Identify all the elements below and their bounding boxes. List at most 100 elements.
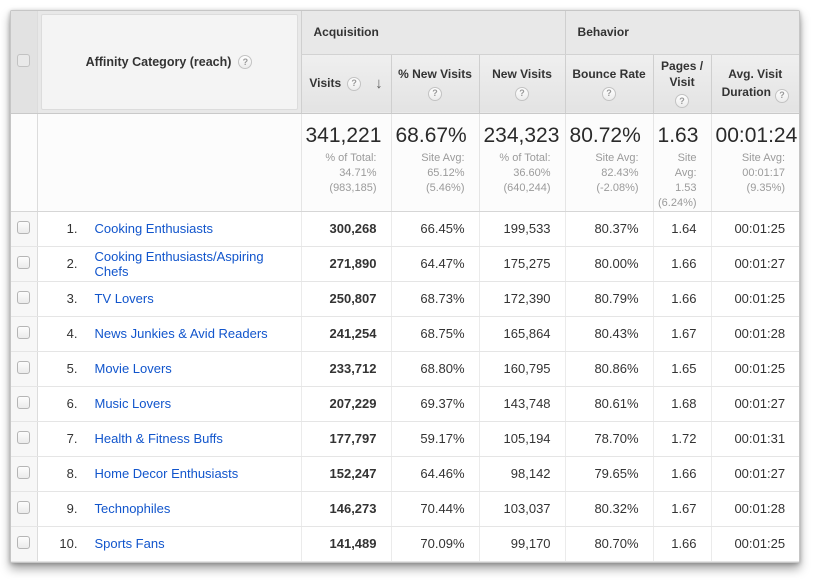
summary-pct-new-visits-subtext: Site Avg: 65.12% (5.46%) (421, 152, 465, 194)
visits-cell: 141,489 (300, 526, 391, 562)
row-rank: 3. (66, 291, 78, 307)
table-row: 4. News Junkies & Avid Readers 241,254 6… (11, 316, 800, 352)
row-checkbox[interactable] (17, 465, 31, 479)
affinity-report-table: Affinity Category (reach) ? Acquisition … (11, 11, 800, 562)
category-link[interactable]: Health & Fitness Buffs (94, 431, 223, 447)
bounce-rate-cell: 79.65% (564, 456, 654, 492)
summary-visits-subtext: % of Total: 34.71% (983,185) (325, 152, 377, 194)
category-cell: 4. News Junkies & Avid Readers (37, 316, 301, 352)
sort-desc-icon[interactable]: ↓ (375, 75, 383, 93)
category-cell: 9. Technophiles (37, 491, 301, 527)
group-header-row: Affinity Category (reach) ? Acquisition … (11, 11, 800, 114)
category-cell: 1. Cooking Enthusiasts (37, 211, 301, 247)
row-rank: 7. (66, 431, 78, 447)
category-link[interactable]: News Junkies & Avid Readers (94, 326, 268, 342)
category-link[interactable]: Music Lovers (94, 396, 172, 412)
visits-cell: 207,229 (300, 386, 391, 422)
row-rank: 9. (66, 501, 78, 517)
acquisition-label: Acquisition (313, 25, 379, 40)
category-link[interactable]: TV Lovers (94, 291, 154, 307)
table-row: 1. Cooking Enthusiasts 300,268 66.45% 19… (11, 211, 800, 247)
summary-bounce-rate-value: 80.72% (569, 124, 641, 147)
row-checkbox[interactable] (17, 255, 31, 269)
category-cell: 2. Cooking Enthusiasts/Aspiring Chefs (37, 246, 301, 282)
column-header-pct-new-visits[interactable]: % New Visits ? (390, 54, 479, 115)
category-column-header[interactable]: Affinity Category (reach) ? (37, 11, 301, 114)
pages-visit-cell: 1.66 (652, 456, 712, 492)
visits-cell: 146,273 (300, 491, 391, 527)
group-header-behavior: Behavior (564, 11, 800, 55)
summary-bounce-rate: 80.72% Site Avg: 82.43% (-2.08%) (564, 113, 654, 212)
avg-duration-cell: 00:01:27 (710, 246, 800, 282)
select-all-checkbox[interactable] (17, 54, 31, 67)
avg-duration-cell: 00:01:25 (710, 351, 800, 387)
pct-new-visits-cell: 64.47% (390, 246, 479, 282)
summary-pct-new-visits: 68.67% Site Avg: 65.12% (5.46%) (390, 113, 479, 212)
pct-new-visits-cell: 69.37% (390, 386, 479, 422)
row-checkbox[interactable] (17, 220, 31, 234)
help-icon[interactable]: ? (602, 86, 617, 101)
visits-cell: 250,807 (300, 281, 391, 317)
category-link[interactable]: Cooking Enthusiasts/Aspiring Chefs (94, 248, 264, 279)
column-header-new-visits[interactable]: New Visits ? (478, 54, 566, 115)
help-icon[interactable]: ? (428, 86, 442, 101)
avg-duration-cell: 00:01:28 (710, 491, 800, 527)
behavior-label: Behavior (577, 25, 629, 40)
pct-new-visits-header-label: % New Visits (398, 67, 472, 82)
column-header-avg-duration[interactable]: Avg. Visit Duration? (710, 54, 800, 115)
visits-cell: 177,797 (300, 421, 391, 457)
help-icon[interactable]: ? (515, 86, 530, 101)
summary-new-visits: 234,323 % of Total: 36.60% (640,244) (478, 113, 566, 212)
row-checkbox[interactable] (17, 535, 31, 549)
pages-visit-cell: 1.72 (652, 421, 712, 457)
category-cell: 8. Home Decor Enthusiasts (37, 456, 301, 492)
visits-cell: 271,890 (300, 246, 391, 282)
visits-header-label: Visits (309, 76, 342, 91)
summary-pages-visit: 1.63 Site Avg: 1.53 (6.24%) (652, 113, 712, 212)
category-link[interactable]: Movie Lovers (94, 361, 172, 377)
table-row: 9. Technophiles 146,273 70.44% 103,037 8… (11, 491, 800, 527)
pct-new-visits-cell: 68.80% (390, 351, 479, 387)
row-checkbox-cell (11, 281, 38, 317)
help-icon[interactable]: ? (347, 76, 362, 91)
avg-duration-cell: 00:01:28 (710, 316, 800, 352)
column-header-pages-visit[interactable]: Pages / Visit ? (652, 54, 712, 115)
row-checkbox[interactable] (17, 325, 31, 339)
column-header-bounce-rate[interactable]: Bounce Rate ? (564, 54, 654, 115)
row-checkbox[interactable] (17, 430, 31, 444)
row-checkbox[interactable] (17, 360, 31, 374)
table-row: 8. Home Decor Enthusiasts 152,247 64.46%… (11, 456, 800, 492)
visits-cell: 300,268 (300, 211, 391, 247)
row-checkbox[interactable] (17, 500, 31, 514)
new-visits-cell: 172,390 (478, 281, 566, 317)
pct-new-visits-cell: 70.09% (390, 526, 479, 562)
row-checkbox[interactable] (17, 290, 31, 304)
category-link[interactable]: Home Decor Enthusiasts (94, 466, 239, 482)
category-column-label: Affinity Category (reach) (85, 55, 232, 69)
row-checkbox[interactable] (17, 395, 31, 409)
category-cell: 7. Health & Fitness Buffs (37, 421, 301, 457)
category-link[interactable]: Technophiles (94, 501, 171, 517)
row-rank: 1. (66, 221, 78, 237)
pages-visit-cell: 1.66 (652, 526, 712, 562)
row-rank: 8. (66, 466, 78, 482)
row-checkbox-cell (11, 421, 38, 457)
new-visits-cell: 99,170 (478, 526, 566, 562)
row-checkbox-cell (11, 316, 38, 352)
summary-avg-duration-value: 00:01:24 (715, 124, 798, 147)
category-cell: 6. Music Lovers (37, 386, 301, 422)
help-icon[interactable]: ? (675, 94, 690, 109)
visits-cell: 241,254 (300, 316, 391, 352)
bounce-rate-cell: 80.37% (564, 211, 654, 247)
pages-visit-cell: 1.66 (652, 246, 712, 282)
row-rank: 6. (66, 396, 78, 412)
new-visits-cell: 199,533 (478, 211, 566, 247)
help-icon[interactable]: ? (238, 55, 253, 69)
category-link[interactable]: Sports Fans (94, 536, 165, 552)
pages-visit-cell: 1.65 (652, 351, 712, 387)
category-link[interactable]: Cooking Enthusiasts (94, 221, 214, 237)
help-icon[interactable]: ? (774, 88, 789, 103)
table-row: 10. Sports Fans 141,489 70.09% 99,170 80… (11, 526, 800, 562)
summary-bounce-rate-subtext: Site Avg: 82.43% (-2.08%) (595, 152, 639, 194)
column-header-visits[interactable]: Visits ? ↓ (300, 54, 391, 115)
